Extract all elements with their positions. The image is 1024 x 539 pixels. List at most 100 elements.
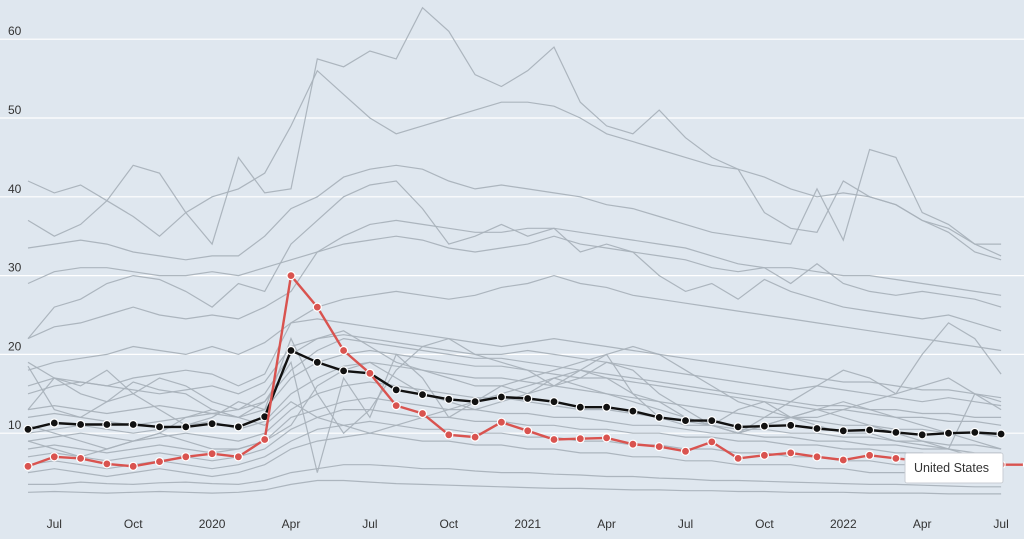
- united-states-point[interactable]: [575, 434, 585, 444]
- average-point[interactable]: [654, 412, 664, 422]
- average-point[interactable]: [786, 420, 796, 430]
- average-point[interactable]: [181, 422, 191, 432]
- united-states-point[interactable]: [654, 442, 664, 452]
- united-states-point[interactable]: [75, 453, 86, 463]
- x-tick-label: Oct: [124, 517, 143, 531]
- average-point[interactable]: [970, 427, 980, 437]
- united-states-point[interactable]: [260, 434, 270, 445]
- series-line-country-24: [27, 330, 1002, 418]
- average-point[interactable]: [444, 394, 454, 404]
- united-states-point[interactable]: [891, 453, 901, 463]
- average-point[interactable]: [812, 423, 822, 434]
- y-tick-label: 50: [8, 103, 22, 117]
- series-line-country-17: [27, 432, 1002, 478]
- united-states-point[interactable]: [707, 437, 717, 447]
- average-point[interactable]: [207, 419, 217, 429]
- united-states-point[interactable]: [838, 455, 848, 465]
- series-line-country-8: [27, 318, 1002, 399]
- average-point[interactable]: [417, 390, 428, 400]
- united-states-point[interactable]: [154, 457, 165, 467]
- average-point[interactable]: [680, 416, 691, 426]
- united-states-point[interactable]: [496, 417, 506, 427]
- x-axis-ticks: Jul Oct 2020 Apr Jul Oct 2021 Apr Jul Oct 2022 Apr J…: [47, 517, 1009, 531]
- united-states-point[interactable]: [391, 401, 401, 411]
- x-tick-label: 2020: [199, 517, 226, 531]
- united-states-point[interactable]: [628, 439, 638, 449]
- united-states-point[interactable]: [207, 449, 217, 459]
- tooltip: United States: [904, 452, 1004, 484]
- average-point[interactable]: [128, 419, 138, 430]
- average-point[interactable]: [996, 429, 1006, 439]
- united-states-point[interactable]: [365, 368, 375, 378]
- x-tick-label: Jul: [47, 517, 62, 531]
- average-point[interactable]: [312, 357, 322, 367]
- y-tick-label: 10: [8, 418, 22, 432]
- x-tick-label: Apr: [597, 517, 616, 531]
- average-point[interactable]: [75, 419, 86, 430]
- x-tick-label: Jul: [362, 517, 377, 531]
- united-states-series[interactable]: [23, 271, 1024, 471]
- tooltip-label: United States: [914, 461, 989, 475]
- average-point[interactable]: [154, 422, 165, 432]
- series-line-country-19: [27, 479, 1002, 495]
- average-point[interactable]: [339, 366, 349, 376]
- united-states-point[interactable]: [733, 453, 743, 463]
- united-states-point[interactable]: [523, 426, 533, 436]
- united-states-point[interactable]: [680, 446, 691, 456]
- united-states-point[interactable]: [286, 271, 296, 281]
- average-point[interactable]: [943, 428, 954, 438]
- x-tick-label: Apr: [282, 517, 301, 531]
- y-axis-ticks: 10 20 30 40 50 60: [8, 24, 22, 432]
- united-states-point[interactable]: [233, 452, 243, 462]
- series-line-country-18: [28, 464, 1002, 488]
- series-line-country-13: [27, 381, 1002, 450]
- average-point[interactable]: [917, 430, 927, 440]
- average-point[interactable]: [864, 425, 875, 435]
- series-line-country-3: [27, 148, 1002, 261]
- united-states-point[interactable]: [549, 434, 559, 445]
- united-states-point[interactable]: [759, 450, 770, 460]
- united-states-point[interactable]: [786, 448, 796, 458]
- united-states-point[interactable]: [470, 432, 480, 442]
- y-tick-label: 20: [8, 339, 22, 353]
- average-point[interactable]: [891, 427, 901, 437]
- united-states-point[interactable]: [339, 345, 349, 356]
- average-point[interactable]: [838, 426, 848, 436]
- average-point[interactable]: [391, 385, 401, 395]
- average-point[interactable]: [286, 345, 296, 356]
- average-point[interactable]: [470, 397, 480, 407]
- average-point[interactable]: [628, 406, 638, 416]
- average-point[interactable]: [575, 402, 585, 412]
- average-point[interactable]: [759, 421, 770, 431]
- united-states-point[interactable]: [601, 433, 612, 443]
- united-states-point[interactable]: [102, 459, 112, 469]
- series-line-country-11: [27, 349, 1002, 426]
- series-line-country-6: [27, 274, 1002, 371]
- united-states-point[interactable]: [128, 461, 138, 471]
- united-states-point[interactable]: [864, 450, 875, 460]
- average-point[interactable]: [23, 424, 33, 434]
- average-point[interactable]: [601, 402, 612, 412]
- average-point[interactable]: [496, 392, 506, 402]
- x-tick-label: Oct: [439, 517, 458, 531]
- series-line-country-23: [27, 377, 1002, 450]
- average-point[interactable]: [102, 419, 112, 430]
- average-point[interactable]: [733, 422, 743, 432]
- average-point[interactable]: [549, 397, 559, 407]
- average-point[interactable]: [49, 418, 59, 428]
- gridlines: [0, 38, 1024, 434]
- united-states-point[interactable]: [49, 452, 59, 462]
- x-tick-label: Jul: [678, 517, 693, 531]
- united-states-point[interactable]: [312, 302, 322, 312]
- united-states-point[interactable]: [444, 430, 454, 440]
- series-line-country-16: [27, 420, 1002, 470]
- united-states-point[interactable]: [23, 461, 33, 471]
- y-tick-label: 60: [8, 24, 22, 38]
- average-point[interactable]: [233, 422, 243, 432]
- average-point[interactable]: [707, 416, 717, 426]
- united-states-point[interactable]: [417, 408, 428, 419]
- average-point[interactable]: [523, 393, 533, 404]
- united-states-point[interactable]: [812, 452, 822, 462]
- united-states-point[interactable]: [181, 452, 191, 462]
